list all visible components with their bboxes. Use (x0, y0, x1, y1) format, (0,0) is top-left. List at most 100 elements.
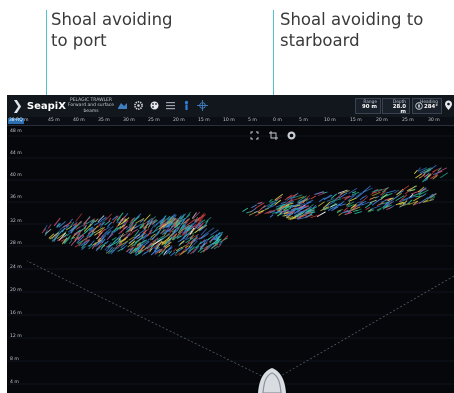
list-icon[interactable] (165, 100, 176, 111)
annotation-starboard: Shoal avoiding to starboard (280, 10, 424, 50)
echo-streak (44, 229, 48, 234)
echo-streak (257, 204, 266, 213)
echo-streak (213, 232, 223, 238)
echo-streak (428, 164, 437, 171)
echo-streak (63, 221, 72, 228)
echo-streak (127, 241, 135, 248)
echo-streak (97, 233, 101, 239)
echo-streak (207, 235, 214, 241)
echo-streak (185, 237, 194, 244)
echo-streak (415, 195, 421, 198)
echo-streak (146, 244, 154, 250)
echo-streak (264, 210, 272, 215)
echo-streak (348, 209, 353, 213)
echo-streak (423, 167, 432, 171)
chevron-right-icon: ❯ (12, 98, 23, 114)
echo-streak (174, 222, 181, 229)
scale-tick: 10 m (324, 118, 336, 123)
echo-streak (422, 199, 429, 203)
person-icon[interactable] (181, 100, 192, 111)
echo-streak (181, 225, 186, 230)
echo-streak (89, 220, 96, 228)
echo-streak (326, 198, 335, 202)
echo-streak (70, 236, 76, 240)
echo-streak (192, 211, 201, 220)
echo-streak (257, 201, 263, 205)
gear-icon[interactable] (133, 100, 144, 111)
echo-streak (122, 232, 129, 238)
echo-streak (162, 220, 172, 228)
sonar-view[interactable] (7, 126, 454, 393)
target-icon[interactable] (197, 100, 208, 111)
scale-tick: 15 m (350, 118, 362, 123)
echo-streak (284, 199, 293, 205)
scale-tick: 20 m (376, 118, 388, 123)
echo-streak (81, 245, 86, 250)
echo-streak (384, 192, 393, 198)
fish-icon[interactable] (117, 100, 128, 111)
echo-streak (398, 194, 408, 203)
echo-streak (180, 217, 186, 226)
camera-icon[interactable] (287, 131, 296, 140)
echo-streak (75, 226, 81, 231)
echo-streak (67, 224, 77, 233)
echo-streak (199, 242, 206, 250)
echo-streak (195, 223, 201, 230)
echo-streak (271, 201, 278, 205)
echo-streak (76, 235, 85, 244)
depth-tick: 40 m (10, 173, 22, 178)
echo-streak (376, 205, 387, 211)
echo-streak (287, 209, 296, 213)
echo-streak (105, 244, 113, 252)
echo-streak (108, 217, 112, 222)
echo-streak (83, 227, 91, 234)
echo-streak (131, 229, 138, 233)
echo-streak (160, 248, 166, 253)
echo-streak (202, 246, 209, 253)
echo-streak (213, 245, 219, 250)
echo-streak (159, 215, 166, 224)
echo-streak (372, 191, 381, 197)
echo-streak (161, 233, 170, 241)
echo-streak (420, 173, 426, 178)
echo-streak (335, 192, 344, 200)
echo-streak (97, 222, 102, 228)
echo-streak (122, 244, 128, 250)
echo-streak (74, 220, 82, 228)
location-icon[interactable] (444, 100, 453, 111)
echo-streak (198, 220, 204, 226)
echo-streak (365, 206, 371, 211)
echo-streak (336, 210, 342, 214)
echo-streak (105, 213, 113, 221)
echo-streak (200, 228, 208, 236)
echo-streak (306, 208, 313, 213)
palette-icon[interactable] (149, 100, 160, 111)
expand-icon[interactable] (250, 131, 259, 140)
echo-streak (106, 233, 114, 241)
depth-readout[interactable]: Depth 28.0 m (382, 98, 410, 115)
echo-streak (195, 241, 202, 249)
echo-streak (107, 246, 113, 253)
echo-streak (346, 201, 355, 207)
mode-selector[interactable]: PELAGIC TRAWLER Forward and surface beam… (65, 98, 117, 114)
echo-streak (432, 171, 440, 176)
heading-readout[interactable]: Heading 284° (412, 98, 442, 114)
echo-streak (117, 220, 122, 224)
echo-streak (432, 167, 441, 173)
echo-streak (363, 187, 373, 193)
echo-streak (81, 240, 87, 247)
echo-streak (184, 224, 190, 232)
echo-streak (117, 218, 124, 226)
echo-streak (94, 218, 99, 223)
echo-streak (108, 247, 115, 255)
range-readout[interactable]: Range 90 m (355, 98, 381, 114)
echo-streak (132, 223, 142, 230)
echo-streak (95, 245, 102, 252)
echo-streak (129, 218, 134, 224)
echo-streak (53, 217, 61, 227)
crop-icon[interactable] (269, 131, 278, 140)
echo-streak (186, 227, 192, 232)
echo-streak (347, 193, 357, 202)
echo-streak (168, 224, 174, 232)
echo-streak (68, 221, 75, 229)
